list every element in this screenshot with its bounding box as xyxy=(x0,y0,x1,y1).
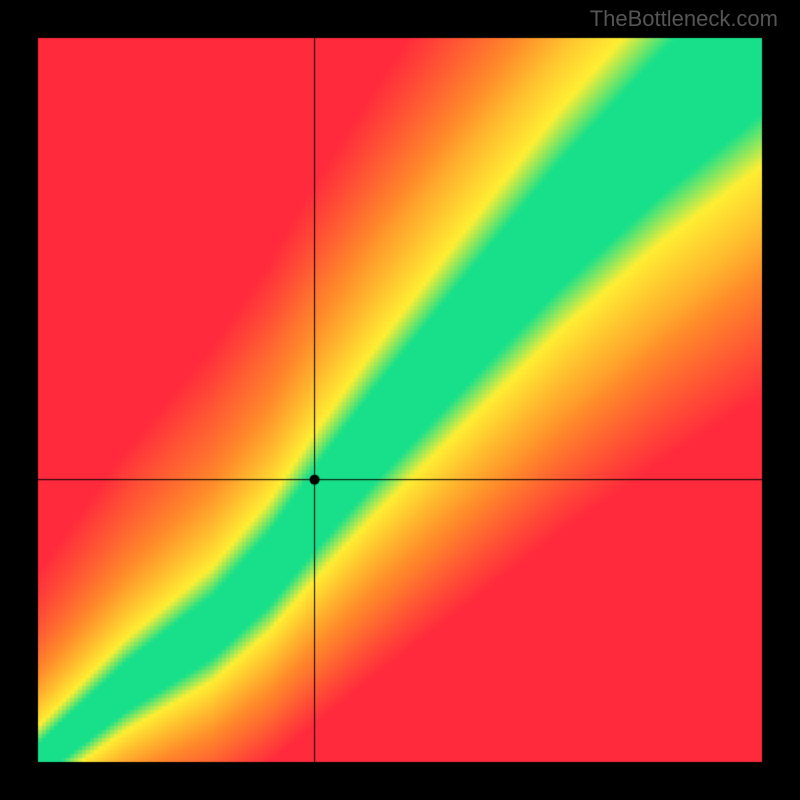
chart-container: TheBottleneck.com xyxy=(0,0,800,800)
watermark-label: TheBottleneck.com xyxy=(590,6,778,32)
bottleneck-heatmap xyxy=(0,0,800,800)
